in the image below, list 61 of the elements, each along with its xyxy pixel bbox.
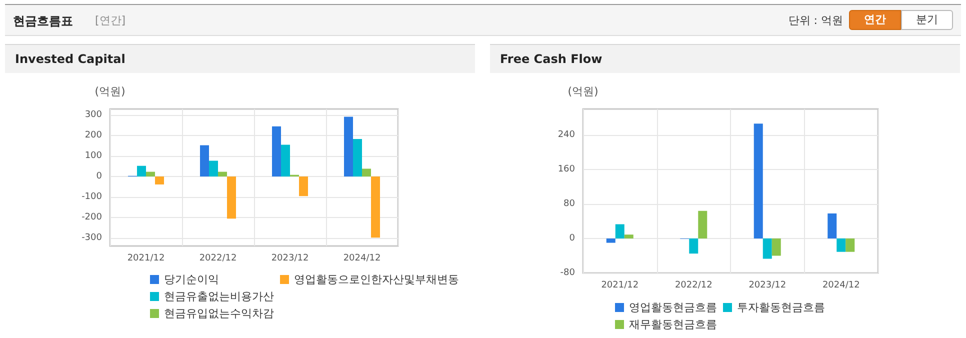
bar xyxy=(272,126,281,176)
x-tick-label: 2024/12 xyxy=(343,254,381,264)
bar xyxy=(754,124,763,238)
x-tick-label: 2021/12 xyxy=(601,280,639,290)
x-tick-label: 2023/12 xyxy=(748,280,786,290)
x-tick-label: 2024/12 xyxy=(822,280,860,290)
y-tick-label: 240 xyxy=(558,130,576,140)
legend-label: 당기순이익 xyxy=(164,273,219,286)
text: 단위 : 억원 xyxy=(788,12,843,28)
y-tick-label: 160 xyxy=(558,164,576,174)
bar xyxy=(299,176,308,196)
text: 분기 xyxy=(901,10,953,30)
text: [연간] xyxy=(95,13,126,28)
bar xyxy=(846,238,855,252)
bar xyxy=(146,172,155,176)
legend-label: 영업활동현금흐름 xyxy=(629,301,717,314)
legend-label: 재무활동현금흐름 xyxy=(629,318,717,331)
x-tick-label: 2023/12 xyxy=(271,254,309,264)
legend-label: 영업활동으로인한자산및부채변동 xyxy=(294,273,459,286)
y-tick-label: -100 xyxy=(82,192,102,202)
y-tick-label: 0 xyxy=(569,233,576,244)
bar xyxy=(606,238,616,243)
bar xyxy=(281,144,290,176)
bar xyxy=(155,176,164,184)
bar xyxy=(615,224,624,238)
bar xyxy=(371,176,380,238)
x-tick-label: 2022/12 xyxy=(199,254,237,264)
text: 현금흐름표 xyxy=(13,13,73,30)
chart-title: Free Cash Flow xyxy=(490,44,960,73)
bar xyxy=(362,168,371,176)
bar xyxy=(227,176,236,219)
legend-label: 현금유출없는비용가산 xyxy=(164,290,274,303)
bar xyxy=(200,145,209,176)
bar xyxy=(828,213,837,238)
y-tick-label: -200 xyxy=(82,212,102,222)
bar xyxy=(353,139,362,176)
y-tick-label: -80 xyxy=(560,268,576,278)
bar xyxy=(762,238,772,259)
text: 연간 xyxy=(849,10,901,30)
x-tick-label: 2021/12 xyxy=(127,254,165,264)
x-tick-label: 2022/12 xyxy=(674,280,712,290)
bar xyxy=(689,238,698,254)
y-tick-label: -300 xyxy=(82,232,102,243)
y-axis-title: (억원) xyxy=(568,85,598,98)
y-tick-label: 80 xyxy=(564,198,576,209)
y-axis-title: (억원) xyxy=(94,85,126,98)
bar xyxy=(698,210,708,238)
bar xyxy=(624,234,634,238)
chart-title: Invested Capital xyxy=(5,44,475,73)
legend-label: 현금유입없는수익차감 xyxy=(164,307,274,320)
bar xyxy=(836,238,846,252)
bar xyxy=(218,172,227,176)
bar xyxy=(137,166,146,176)
bar xyxy=(772,238,781,256)
y-tick-label: 200 xyxy=(84,130,102,141)
y-tick-label: 300 xyxy=(84,110,102,120)
y-tick-label: 0 xyxy=(96,171,102,182)
bar xyxy=(209,160,218,176)
bar xyxy=(344,116,353,176)
y-tick-label: 100 xyxy=(84,151,102,162)
legend-label: 투자활동현금흐름 xyxy=(737,301,825,314)
